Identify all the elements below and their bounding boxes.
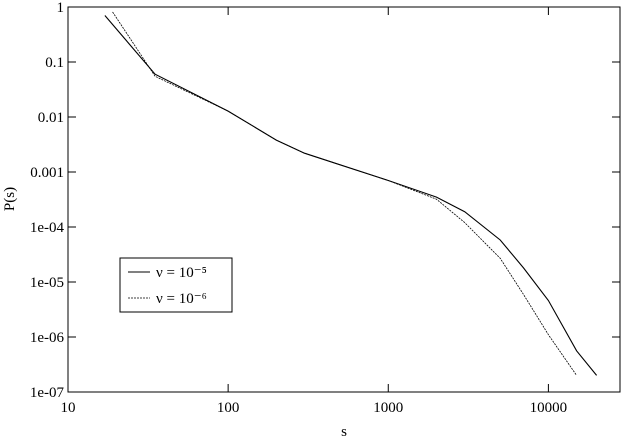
y-tick-label: 0.01 bbox=[38, 110, 64, 126]
y-tick-label: 1 bbox=[57, 0, 65, 16]
plot-frame bbox=[67, 6, 621, 393]
y-tick-label: 0.1 bbox=[45, 55, 64, 71]
y-tick-label: 1e-06 bbox=[30, 330, 65, 346]
series-line bbox=[112, 11, 577, 376]
y-tick-label: 1e-04 bbox=[30, 220, 65, 236]
x-tick-label: 10 bbox=[61, 400, 76, 416]
y-axis-label: P(s) bbox=[2, 187, 18, 211]
x-axis-label: s bbox=[341, 424, 347, 440]
y-tick-label: 0.001 bbox=[30, 165, 64, 181]
y-tick-label: 1e-05 bbox=[30, 275, 64, 291]
legend-label: ν = 10⁻⁶ bbox=[156, 291, 207, 307]
x-tick-label: 1000 bbox=[373, 400, 403, 416]
legend-label: ν = 10⁻⁵ bbox=[156, 265, 207, 281]
legend-box bbox=[119, 257, 233, 313]
y-tick-label: 1e-07 bbox=[30, 385, 65, 401]
x-tick-label: 100 bbox=[217, 400, 240, 416]
x-tick-label: 10000 bbox=[530, 400, 568, 416]
legend: ν = 10⁻⁵ ν = 10⁻⁶ bbox=[119, 257, 233, 313]
series-line bbox=[104, 15, 598, 376]
